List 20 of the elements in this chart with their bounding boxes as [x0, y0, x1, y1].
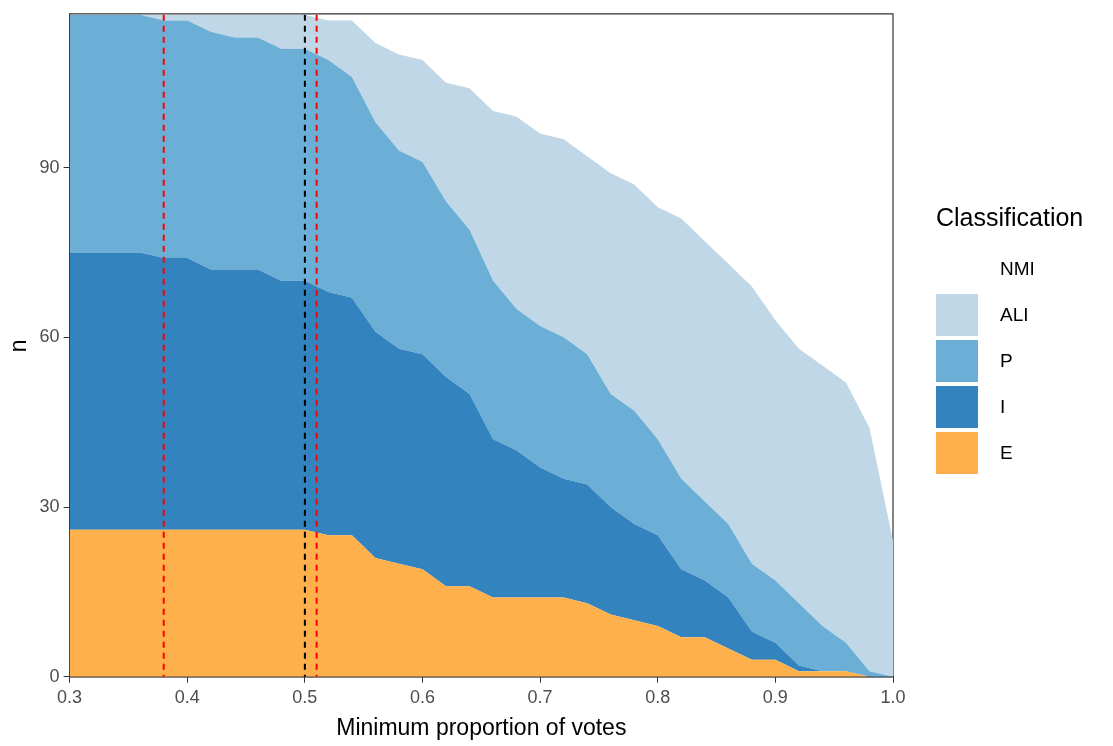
- legend-label: I: [1000, 396, 1006, 418]
- y-tick-label: 0: [49, 665, 60, 686]
- x-tick-label: 0.9: [762, 686, 788, 707]
- x-tick-label: 0.5: [292, 686, 318, 707]
- x-tick-label: 1.0: [880, 686, 906, 707]
- text: NMI: [1000, 258, 1035, 280]
- legend-label: E: [1000, 442, 1013, 464]
- legend-label: ALI: [1000, 304, 1029, 326]
- y-tick-label: 30: [39, 496, 60, 517]
- x-tick-label: 0.4: [174, 686, 200, 707]
- legend-title: Classification: [936, 203, 1084, 232]
- y-tick-label: 60: [39, 326, 60, 347]
- x-axis-title: Minimum proportion of votes: [336, 713, 627, 740]
- x-tick-label: 0.8: [645, 686, 671, 707]
- x-tick-label: 0.7: [527, 686, 553, 707]
- legend-label: P: [1000, 350, 1013, 372]
- x-tick-label: 0.6: [409, 686, 436, 707]
- y-axis-title: n: [5, 339, 32, 353]
- x-tick-label: 0.3: [57, 686, 83, 707]
- y-tick-label: 90: [39, 156, 60, 177]
